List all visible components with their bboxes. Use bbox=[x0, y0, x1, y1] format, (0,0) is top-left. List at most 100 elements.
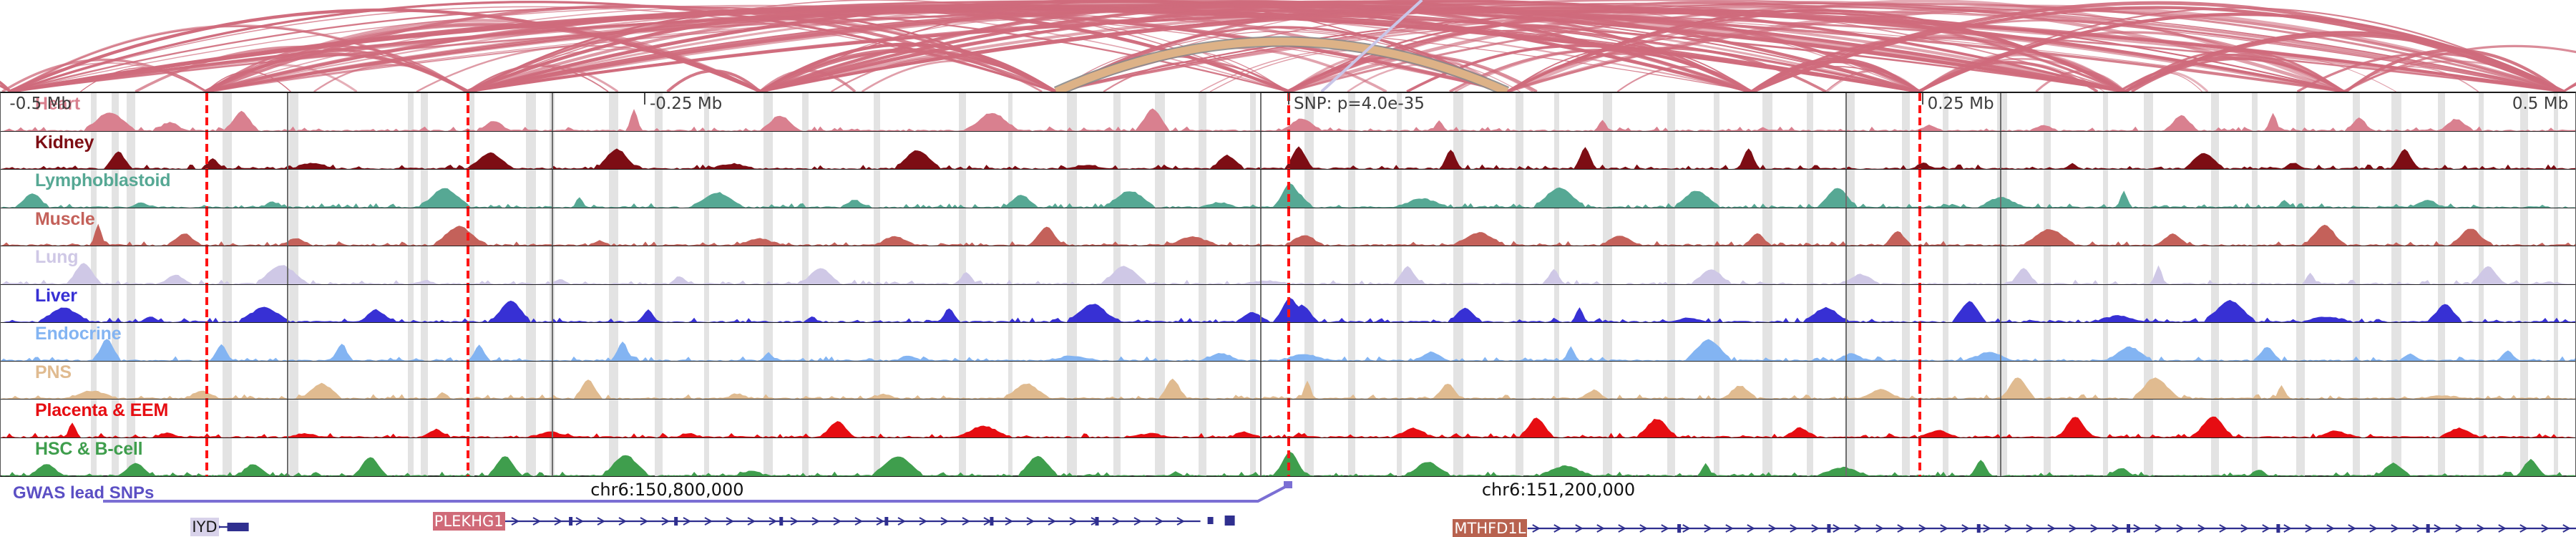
tissue-track-row[interactable]: Kidney bbox=[1, 131, 2575, 170]
strand-arrow-icon bbox=[1069, 517, 1078, 526]
strand-arrow-icon bbox=[1704, 524, 1712, 533]
chromatin-loop-arc bbox=[666, 69, 761, 92]
tissue-track-row[interactable]: Muscle bbox=[1, 208, 2575, 246]
coverage-signal bbox=[1, 298, 2575, 322]
strand-arrow-icon bbox=[2455, 524, 2464, 533]
exon-block bbox=[884, 517, 889, 526]
strand-arrow-icon bbox=[919, 517, 928, 526]
strand-arrow-icon bbox=[962, 517, 971, 526]
strand-arrow-icon bbox=[2240, 524, 2249, 533]
chromatin-loop-arc bbox=[205, 71, 291, 92]
gene-label-mthfd1l[interactable]: MTHFD1L bbox=[1453, 519, 1528, 537]
strand-arrow-icon bbox=[704, 517, 713, 526]
exon-block bbox=[569, 517, 573, 526]
strand-arrow-icon bbox=[1048, 517, 1057, 526]
strand-arrow-icon bbox=[640, 517, 649, 526]
strand-arrow-icon bbox=[1155, 517, 1164, 526]
exon-block bbox=[2426, 524, 2430, 533]
tissue-track-row[interactable]: Endocrine bbox=[1, 323, 2575, 362]
strand-arrow-icon bbox=[1875, 524, 1884, 533]
strand-arrow-icon bbox=[1618, 524, 1626, 533]
strand-arrow-icon bbox=[726, 517, 735, 526]
strand-arrow-icon bbox=[2326, 524, 2335, 533]
coverage-area bbox=[1, 452, 2575, 476]
chromatin-loop-arc bbox=[2035, 70, 2127, 92]
gene-label-plekhg1[interactable]: PLEKHG1 bbox=[432, 512, 505, 531]
chromatin-loop-arc bbox=[1289, 24, 1751, 92]
strand-arrow-icon bbox=[2391, 524, 2399, 533]
genomic-coordinate-label: chr6:150,800,000 bbox=[590, 480, 744, 500]
coverage-area bbox=[1, 338, 2575, 361]
strand-arrow-icon bbox=[1854, 524, 1863, 533]
exon-block bbox=[674, 517, 678, 526]
coverage-signal bbox=[1, 416, 2575, 437]
exon-block bbox=[1827, 524, 1831, 533]
strand-arrow-icon bbox=[1176, 517, 1186, 526]
chromatin-loop-arc bbox=[1, 58, 207, 92]
strand-arrow-icon bbox=[597, 517, 606, 526]
chromatin-loop-arc-panel bbox=[0, 0, 2576, 92]
coverage-signal bbox=[1, 223, 2575, 246]
exon-block bbox=[1677, 524, 1682, 533]
strand-arrow-icon bbox=[1811, 524, 1820, 533]
coverage-signal bbox=[1, 377, 2575, 399]
coverage-signal bbox=[1, 107, 2575, 131]
chromatin-loop-arc bbox=[1287, 3, 2126, 92]
gwas-lead-snp-marker[interactable] bbox=[1284, 481, 1292, 488]
strand-arrow-icon bbox=[532, 517, 542, 526]
coverage-area bbox=[1, 262, 2575, 284]
chromatin-loop-arc bbox=[758, 6, 2346, 92]
coverage-area bbox=[1, 146, 2575, 169]
strand-arrow-icon bbox=[2176, 524, 2185, 533]
exon-block bbox=[779, 517, 784, 526]
chromatin-loop-arc bbox=[80, 67, 207, 92]
tissue-track-row[interactable]: Placenta & EEM bbox=[1, 400, 2575, 438]
tissue-track-row[interactable]: Lung bbox=[1, 246, 2575, 285]
coverage-area bbox=[1, 183, 2575, 208]
gene-label-iyd[interactable]: IYD bbox=[190, 518, 219, 536]
genomic-coordinate-label: chr6:151,200,000 bbox=[1481, 480, 1636, 500]
chromatin-loop-arc bbox=[861, 59, 1057, 92]
strand-arrow-icon bbox=[1897, 524, 1906, 533]
chromatin-loop-arc bbox=[205, 64, 358, 92]
gwas-svg bbox=[103, 481, 1292, 503]
coverage-area bbox=[1, 298, 2575, 322]
tissue-track-row[interactable]: Liver bbox=[1, 284, 2575, 323]
chromatin-loop-arc bbox=[1506, 47, 1827, 92]
gene-svg bbox=[208, 516, 2576, 533]
chromatin-loop-arc bbox=[761, 0, 1506, 92]
exon-block bbox=[1207, 517, 1214, 524]
strand-arrow-icon bbox=[1575, 524, 1584, 533]
tissue-track-row[interactable]: Lymphoblastoid bbox=[1, 170, 2575, 208]
strand-arrow-icon bbox=[1005, 517, 1014, 526]
chromatin-loop-arc bbox=[1506, 52, 1753, 92]
chromatin-loop-arc bbox=[760, 42, 1056, 92]
strand-arrow-icon bbox=[811, 517, 821, 526]
chromatin-loop-arc bbox=[1825, 69, 1921, 92]
strand-arrow-icon bbox=[1133, 517, 1143, 526]
strand-arrow-icon bbox=[661, 517, 670, 526]
strand-arrow-icon bbox=[1940, 524, 1948, 533]
gene-annotation-track: IYD PLEKHG1 MTHFD1L bbox=[0, 511, 2576, 537]
strand-arrow-icon bbox=[1747, 524, 1755, 533]
strand-arrow-icon bbox=[511, 517, 520, 526]
coverage-signal bbox=[1, 452, 2575, 476]
tissue-track-row[interactable]: PNS bbox=[1, 361, 2575, 400]
chromatin-loop-arc bbox=[761, 0, 2124, 92]
strand-arrow-icon bbox=[1790, 524, 1798, 533]
exon-block bbox=[2127, 524, 2131, 533]
chromatin-loop-arc bbox=[1616, 66, 1752, 92]
strand-arrow-icon bbox=[769, 517, 778, 526]
chromatin-loop-arc bbox=[313, 64, 469, 92]
chromatin-loop-arc bbox=[0, 80, 11, 92]
exon-block bbox=[227, 523, 249, 531]
strand-arrow-icon bbox=[1833, 524, 1841, 533]
chromatin-loop-arc bbox=[2343, 44, 2576, 92]
coverage-signal bbox=[1, 338, 2575, 361]
tissue-track-row[interactable]: Heart bbox=[1, 93, 2575, 132]
tissue-track-row[interactable]: HSC & B-cell bbox=[1, 437, 2575, 476]
strand-arrow-icon bbox=[2541, 524, 2550, 533]
exon-block bbox=[2276, 524, 2280, 533]
strand-arrow-icon bbox=[2283, 524, 2292, 533]
strand-arrow-icon bbox=[2434, 524, 2442, 533]
